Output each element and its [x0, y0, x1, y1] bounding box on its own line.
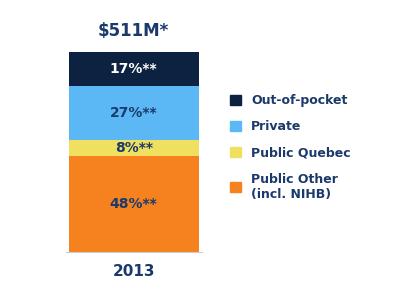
Text: 8%**: 8%** — [115, 141, 153, 155]
Text: $511M*: $511M* — [98, 22, 169, 40]
Text: 48%**: 48%** — [110, 197, 158, 211]
Bar — [69, 86, 199, 140]
Text: 17%**: 17%** — [110, 62, 158, 76]
Bar — [69, 156, 199, 252]
Legend: Out-of-pocket, Private, Public Quebec, Public Other
(incl. NIHB): Out-of-pocket, Private, Public Quebec, P… — [230, 94, 351, 200]
Text: 27%**: 27%** — [110, 106, 158, 120]
Text: 2013: 2013 — [112, 264, 155, 279]
Bar — [69, 52, 199, 86]
Bar — [69, 140, 199, 156]
